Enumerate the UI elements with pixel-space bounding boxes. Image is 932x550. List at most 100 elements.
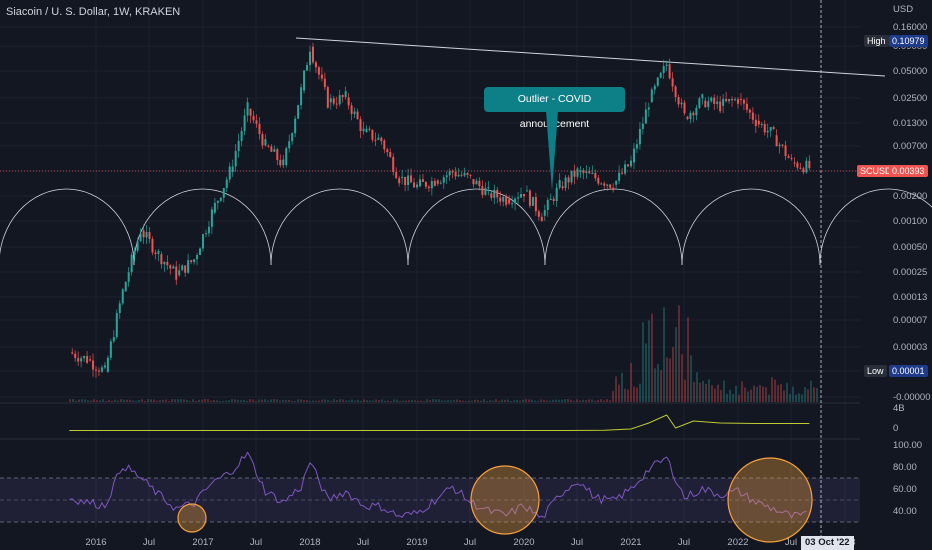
price-candles bbox=[71, 42, 811, 378]
volume-bar bbox=[768, 394, 770, 402]
candle-body bbox=[707, 101, 710, 108]
volume-bar bbox=[462, 400, 464, 402]
volume-bar bbox=[480, 400, 482, 402]
volume-bar bbox=[390, 400, 392, 402]
volume-axis: 4B 0 bbox=[893, 403, 905, 434]
candle-body bbox=[359, 119, 362, 132]
candle-body bbox=[103, 365, 106, 368]
volume-bar bbox=[426, 399, 428, 402]
volume-bar bbox=[156, 400, 158, 402]
candle-body bbox=[695, 107, 698, 116]
volume-bar bbox=[207, 399, 209, 402]
volume-bar bbox=[651, 313, 653, 402]
candle-body bbox=[207, 226, 210, 234]
candle-body bbox=[77, 358, 80, 362]
candle-body bbox=[190, 260, 193, 262]
volume-bar bbox=[648, 320, 650, 402]
volume-bar bbox=[699, 382, 701, 402]
covid-callout[interactable]: Outlier - COVID announcement bbox=[484, 87, 625, 130]
candle-body bbox=[790, 158, 793, 160]
candle-body bbox=[597, 177, 600, 184]
volume-bar bbox=[759, 385, 761, 402]
candle-body bbox=[781, 144, 784, 146]
volume-bar bbox=[345, 400, 347, 402]
candle-body bbox=[386, 149, 389, 153]
candle-body bbox=[528, 190, 531, 206]
candle-body bbox=[742, 99, 745, 104]
candle-body bbox=[520, 194, 523, 198]
volume-bar bbox=[228, 400, 230, 402]
volume-indicator-line bbox=[69, 414, 810, 431]
volume-bar bbox=[492, 400, 494, 402]
volume-bar bbox=[252, 399, 254, 402]
candle-body bbox=[701, 94, 704, 99]
candle-body bbox=[775, 135, 778, 147]
volume-bar bbox=[177, 399, 179, 402]
volume-bar bbox=[690, 355, 692, 402]
candle-body bbox=[246, 102, 249, 116]
candle-body bbox=[621, 172, 624, 174]
volume-bar bbox=[444, 400, 446, 402]
volume-bar bbox=[213, 399, 215, 402]
candle-body bbox=[213, 202, 216, 213]
cycle-arc bbox=[407, 188, 546, 266]
candle-body bbox=[404, 176, 407, 186]
volume-bar bbox=[798, 393, 800, 402]
candle-body bbox=[618, 172, 621, 181]
volume-bar bbox=[243, 399, 245, 402]
volume-bar bbox=[81, 399, 83, 402]
candle-body bbox=[243, 115, 246, 131]
candle-body bbox=[650, 89, 653, 103]
volume-bar bbox=[486, 400, 488, 402]
candle-body bbox=[118, 303, 121, 314]
candle-body bbox=[677, 97, 680, 105]
candle-body bbox=[713, 97, 716, 104]
candle-body bbox=[344, 91, 347, 98]
volume-bar bbox=[537, 400, 539, 402]
rsi-tick-label: 60.00 bbox=[893, 484, 917, 495]
candle-body bbox=[671, 78, 674, 87]
volume-bar bbox=[375, 399, 377, 402]
trend-line bbox=[295, 37, 886, 77]
volume-bar bbox=[291, 400, 293, 402]
candle-body bbox=[222, 188, 225, 198]
volume-bar bbox=[126, 399, 128, 402]
volume-bar bbox=[447, 400, 449, 402]
volume-bar bbox=[783, 390, 785, 402]
candle-body bbox=[416, 184, 418, 188]
volume-tick-label: 0 bbox=[893, 423, 898, 434]
candle-body bbox=[716, 101, 719, 104]
candle-body bbox=[421, 179, 424, 182]
candle-body bbox=[401, 176, 404, 178]
volume-bar bbox=[639, 383, 641, 402]
volume-bar bbox=[501, 399, 503, 402]
rsi-highlight-circle-2022 bbox=[727, 457, 813, 543]
price-tick-label: 0.00007 bbox=[893, 315, 927, 326]
volume-bar bbox=[279, 400, 281, 402]
time-tick-label: Jul bbox=[678, 537, 690, 548]
candle-body bbox=[514, 198, 517, 204]
volume-bar bbox=[714, 388, 716, 402]
volume-bar bbox=[810, 380, 812, 402]
candle-body bbox=[734, 99, 737, 101]
volume-bar bbox=[801, 394, 803, 402]
rsi-highlight-circle-2017 bbox=[177, 503, 207, 533]
time-tick-label: 2022 bbox=[727, 537, 748, 548]
candle-body bbox=[505, 197, 508, 205]
volume-bar bbox=[456, 399, 458, 402]
candle-body bbox=[644, 109, 647, 124]
volume-bar bbox=[297, 399, 299, 402]
volume-bar bbox=[609, 400, 611, 402]
candle-body bbox=[279, 160, 282, 166]
volume-bar bbox=[570, 399, 572, 402]
candle-body bbox=[255, 120, 258, 124]
candle-body bbox=[778, 144, 781, 147]
candle-body bbox=[766, 130, 769, 133]
candle-body bbox=[537, 211, 540, 217]
candle-body bbox=[389, 152, 392, 158]
volume-tick-label: 4B bbox=[893, 403, 905, 414]
symbol-label-badge: SCUSD bbox=[857, 165, 895, 177]
volume-bar bbox=[534, 400, 536, 402]
volume-bar bbox=[237, 399, 239, 402]
